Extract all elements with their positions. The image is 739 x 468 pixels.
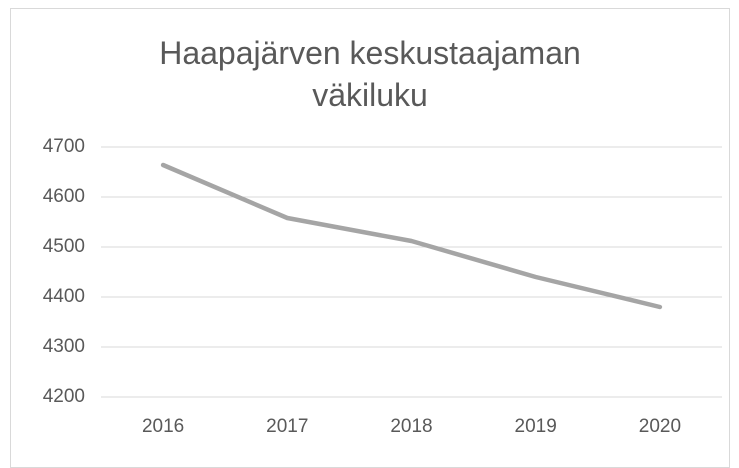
y-tick-label: 4200 bbox=[43, 386, 85, 407]
x-tick-label: 2016 bbox=[142, 416, 184, 437]
y-tick-label: 4500 bbox=[43, 236, 85, 257]
chart-title: Haapajärven keskustaajaman väkiluku bbox=[159, 35, 581, 113]
x-tick-label: 2017 bbox=[266, 416, 308, 437]
x-tick-label: 2019 bbox=[515, 416, 557, 437]
y-tick-label: 4700 bbox=[43, 136, 85, 157]
y-tick-label: 4400 bbox=[43, 286, 85, 307]
line-series bbox=[160, 162, 663, 310]
y-tick-label: 4300 bbox=[43, 336, 85, 357]
chart: Haapajärven keskustaajaman väkiluku 4200… bbox=[10, 8, 730, 468]
x-tick-label: 2018 bbox=[390, 416, 432, 437]
plot: 4200 4300 4400 4500 4600 4700 2016 2017 2018 2019… bbox=[43, 136, 722, 437]
x-tick-label: 2020 bbox=[639, 416, 681, 437]
y-tick-label: 4600 bbox=[43, 186, 85, 207]
